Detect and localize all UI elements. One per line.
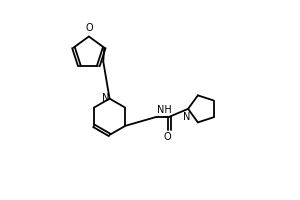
Text: N: N xyxy=(183,112,191,122)
Text: N: N xyxy=(101,93,109,103)
Text: O: O xyxy=(164,132,171,142)
Text: O: O xyxy=(85,23,93,33)
Text: NH: NH xyxy=(157,105,172,115)
